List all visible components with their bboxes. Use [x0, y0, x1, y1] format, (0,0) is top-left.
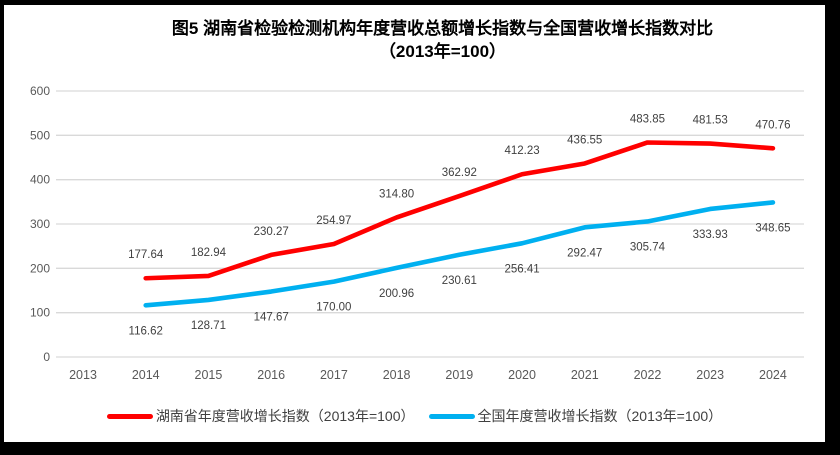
data-label: 362.92: [442, 167, 477, 179]
chart-title-line2: （2013年=100）: [378, 42, 507, 61]
data-label: 147.67: [254, 312, 289, 324]
x-axis-tick-label: 2021: [571, 368, 599, 382]
y-axis-tick-label: 500: [30, 128, 50, 142]
data-label: 412.23: [504, 145, 539, 157]
data-label: 230.61: [442, 275, 477, 287]
data-label: 481.53: [693, 115, 728, 127]
legend-item-hunan: 湖南省年度营收增长指数（2013年=100）: [106, 406, 415, 426]
y-axis-tick-label: 300: [30, 217, 50, 231]
y-axis-tick-label: 600: [30, 84, 50, 98]
x-axis-tick-label: 2017: [320, 368, 348, 382]
data-label: 333.93: [693, 229, 728, 241]
data-label: 305.74: [630, 241, 666, 253]
data-label: 170.00: [316, 302, 351, 314]
data-label: 470.76: [755, 119, 790, 131]
x-axis-tick-label: 2015: [195, 368, 223, 382]
data-label: 116.62: [129, 325, 163, 337]
x-axis-tick-label: 2013: [69, 368, 97, 382]
x-axis-tick-label: 2020: [508, 368, 536, 382]
chart-title: 图5 湖南省检验检测机构年度营收总额增长指数与全国营收增长指数对比 （2013年…: [4, 17, 825, 63]
data-label: 292.47: [567, 247, 602, 259]
chart-title-line1: 图5 湖南省检验检测机构年度营收总额增长指数与全国营收增长指数对比: [171, 19, 714, 38]
legend-label-national: 全国年度营收增长指数（2013年=100）: [477, 408, 723, 424]
legend-swatch-hunan-icon: [106, 413, 153, 419]
line-chart: 0 100 200 300 400 500 600 2013 2014 2015 2016 2017 2…: [30, 84, 804, 382]
y-axis-tick-label: 100: [30, 306, 50, 320]
legend-item-national: 全国年度营收增长指数（2013年=100）: [428, 406, 723, 426]
data-label: 314.80: [379, 188, 414, 200]
data-label: 256.41: [504, 263, 539, 275]
legend-swatch-national-icon: [428, 413, 475, 419]
legend: 湖南省年度营收增长指数（2013年=100） 全国年度营收增长指数（2013年=…: [4, 406, 825, 426]
data-label: 483.85: [630, 113, 665, 125]
legend-label-hunan: 湖南省年度营收增长指数（2013年=100）: [155, 408, 415, 424]
x-axis-tick-label: 2024: [759, 368, 787, 382]
x-axis-tick-label: 2019: [445, 368, 473, 382]
data-label: 177.64: [128, 249, 164, 261]
y-axis-tick-label: 0: [43, 350, 50, 364]
data-label: 348.65: [755, 222, 790, 234]
series-line-0: [143, 140, 776, 281]
data-label: 200.96: [379, 288, 414, 300]
x-axis-tick-label: 2022: [634, 368, 662, 382]
data-label: 128.71: [191, 320, 226, 332]
data-label: 436.55: [567, 134, 602, 146]
x-axis-tick-label: 2014: [132, 368, 160, 382]
y-axis-tick-label: 200: [30, 261, 50, 275]
data-label: 254.97: [316, 215, 351, 227]
x-axis-tick-label: 2018: [383, 368, 411, 382]
x-axis-tick-label: 2016: [257, 368, 285, 382]
series-line-1: [143, 200, 776, 308]
data-label: 182.94: [191, 247, 227, 259]
y-axis-tick-label: 400: [30, 173, 50, 187]
x-axis-tick-label: 2023: [696, 368, 724, 382]
data-label: 230.27: [254, 226, 289, 238]
